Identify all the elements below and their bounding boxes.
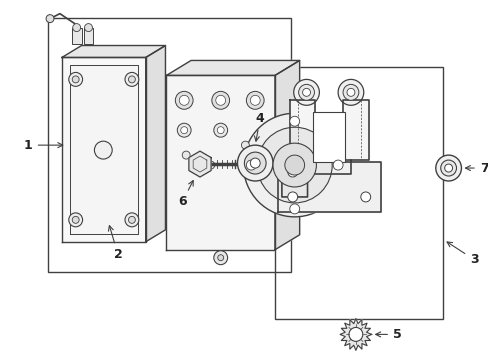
Circle shape <box>332 160 343 170</box>
Circle shape <box>182 151 190 159</box>
Polygon shape <box>145 45 165 242</box>
Polygon shape <box>62 45 165 58</box>
Circle shape <box>69 72 82 86</box>
Circle shape <box>128 76 135 83</box>
Circle shape <box>257 127 331 203</box>
Bar <box>313 112 345 162</box>
Polygon shape <box>70 66 138 234</box>
Circle shape <box>241 141 249 149</box>
Circle shape <box>337 80 363 105</box>
Circle shape <box>343 84 358 100</box>
Bar <box>48 18 290 272</box>
Circle shape <box>72 76 79 83</box>
Polygon shape <box>289 100 368 174</box>
Circle shape <box>287 167 297 177</box>
Circle shape <box>217 255 223 261</box>
Circle shape <box>348 328 362 341</box>
Circle shape <box>125 213 139 227</box>
Text: 3: 3 <box>446 242 478 266</box>
Circle shape <box>246 160 256 170</box>
Circle shape <box>244 152 265 174</box>
Circle shape <box>94 141 112 159</box>
Circle shape <box>177 123 191 137</box>
Polygon shape <box>166 75 274 250</box>
Circle shape <box>179 95 189 105</box>
Polygon shape <box>188 151 211 177</box>
Polygon shape <box>274 60 299 250</box>
Circle shape <box>181 127 187 134</box>
Polygon shape <box>281 160 307 197</box>
Text: 1: 1 <box>24 139 62 152</box>
Text: 5: 5 <box>375 328 401 341</box>
Circle shape <box>128 216 135 223</box>
Circle shape <box>211 91 229 109</box>
Circle shape <box>440 160 456 176</box>
Polygon shape <box>166 60 299 75</box>
Text: 2: 2 <box>108 226 122 261</box>
Circle shape <box>435 155 461 181</box>
Polygon shape <box>277 162 380 212</box>
Circle shape <box>250 95 260 105</box>
Circle shape <box>285 155 304 175</box>
Circle shape <box>298 84 314 100</box>
Circle shape <box>175 91 193 109</box>
Circle shape <box>346 88 354 96</box>
Text: 4: 4 <box>254 112 264 141</box>
Circle shape <box>213 251 227 265</box>
Bar <box>307 160 350 188</box>
Circle shape <box>272 143 316 187</box>
Circle shape <box>293 80 319 105</box>
Circle shape <box>302 88 310 96</box>
Circle shape <box>72 216 79 223</box>
Circle shape <box>73 24 81 32</box>
Circle shape <box>250 158 260 168</box>
Circle shape <box>213 123 227 137</box>
Circle shape <box>246 91 264 109</box>
Text: 7: 7 <box>465 162 488 175</box>
Bar <box>274 67 442 319</box>
Circle shape <box>289 116 299 126</box>
Polygon shape <box>62 58 145 242</box>
Circle shape <box>237 145 272 181</box>
Circle shape <box>215 95 225 105</box>
Text: 6: 6 <box>178 181 193 208</box>
Circle shape <box>84 24 92 32</box>
Bar <box>83 28 93 44</box>
Polygon shape <box>339 319 371 350</box>
Bar <box>72 28 81 44</box>
Circle shape <box>289 204 299 214</box>
Circle shape <box>217 127 224 134</box>
Circle shape <box>360 192 370 202</box>
Circle shape <box>69 213 82 227</box>
Circle shape <box>206 161 214 169</box>
Circle shape <box>444 164 452 172</box>
Circle shape <box>125 72 139 86</box>
Circle shape <box>243 113 346 217</box>
Circle shape <box>46 15 54 23</box>
Circle shape <box>287 192 297 202</box>
